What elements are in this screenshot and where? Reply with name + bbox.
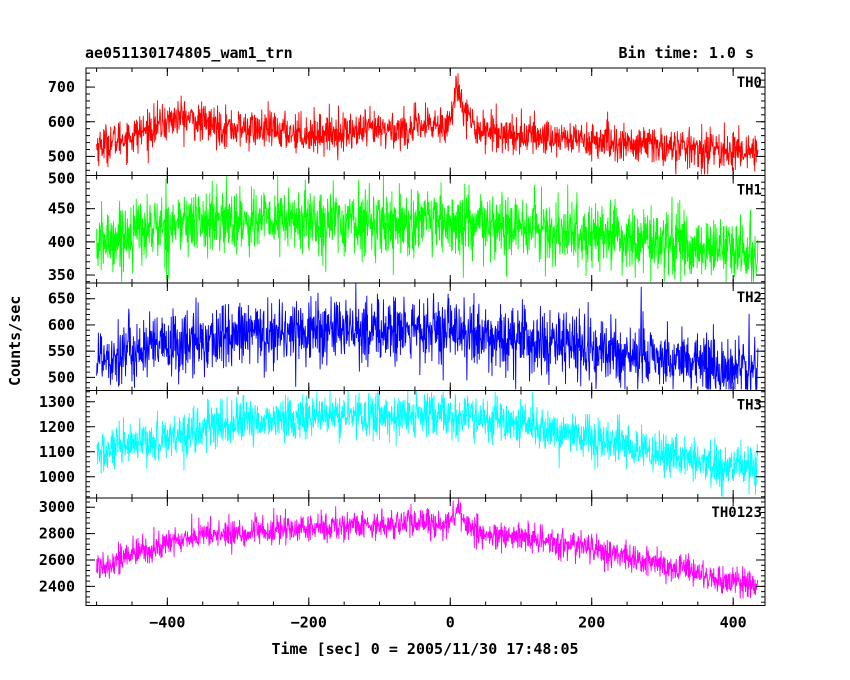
y-tick-label-TH1: 400	[48, 233, 75, 251]
chart-title: ae051130174805_wam1_trn	[85, 44, 293, 62]
y-tick-label-TH0123: 2400	[39, 577, 75, 595]
y-tick-label-TH1: 500	[48, 170, 75, 188]
y-tick-label-TH0: 500	[48, 147, 75, 165]
x-tick-label: 400	[720, 614, 747, 632]
series-line-TH1	[96, 176, 759, 282]
panel-label-TH2: TH2	[737, 290, 762, 306]
y-tick-label-TH2: 550	[48, 342, 75, 360]
y-tick-label-TH3: 1200	[39, 418, 75, 436]
y-tick-label-TH0123: 2600	[39, 551, 75, 569]
y-tick-label-TH3: 1100	[39, 443, 75, 461]
x-tick-label: 0	[446, 614, 455, 632]
y-tick-label-TH3: 1000	[39, 468, 75, 486]
series-line-TH3	[96, 391, 759, 497]
y-tick-label-TH3: 1300	[39, 393, 75, 411]
y-tick-label-TH2: 600	[48, 316, 75, 334]
y-tick-label-TH1: 450	[48, 200, 75, 218]
series-line-TH0123	[96, 498, 759, 599]
panel-frame-TH0123	[85, 497, 766, 606]
y-tick-label-TH0: 600	[48, 113, 75, 131]
panel-label-TH1: TH1	[737, 183, 762, 199]
y-tick-label-TH0123: 2800	[39, 525, 75, 543]
series-line-TH2	[96, 283, 759, 390]
panel-label-TH0: TH0	[737, 75, 762, 91]
panel-label-TH3: TH3	[737, 398, 762, 414]
series-line-TH0	[96, 73, 759, 175]
x-tick-label: −200	[291, 614, 327, 632]
x-axis-label: Time [sec] 0 = 2005/11/30 17:48:05	[271, 640, 579, 658]
x-tick-label: −400	[149, 614, 185, 632]
y-tick-label-TH2: 500	[48, 368, 75, 386]
bin-time-label: Bin time: 1.0 s	[618, 44, 754, 62]
y-tick-label-TH0: 700	[48, 78, 75, 96]
y-tick-label-TH0123: 3000	[39, 498, 75, 516]
x-tick-label: 200	[578, 614, 605, 632]
panel-label-TH0123: TH0123	[711, 505, 762, 521]
y-tick-label-TH2: 650	[48, 290, 75, 308]
y-tick-label-TH1: 350	[48, 266, 75, 284]
